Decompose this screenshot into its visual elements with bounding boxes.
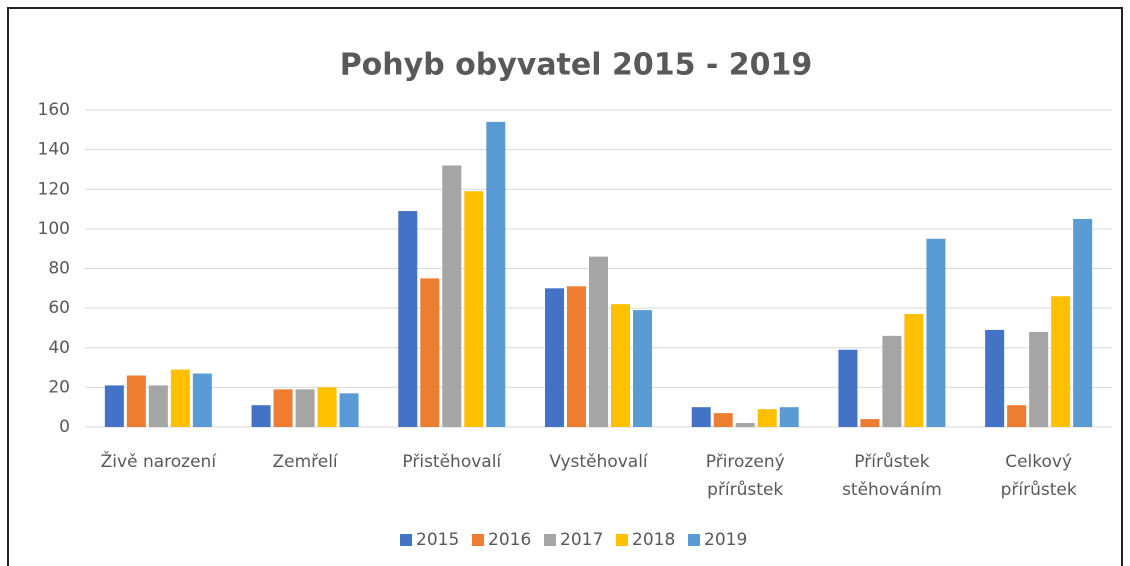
legend-label: 2019 <box>704 530 747 550</box>
bar <box>295 389 315 427</box>
bar <box>838 349 858 427</box>
legend-swatch <box>472 534 484 546</box>
y-tick-label: 120 <box>38 179 70 199</box>
legend-label: 2018 <box>632 530 675 550</box>
legend-swatch <box>616 534 628 546</box>
y-tick-label: 60 <box>48 298 70 318</box>
x-tick-label: Zemřelí <box>272 452 338 472</box>
bar <box>779 407 799 427</box>
bar <box>1029 331 1049 427</box>
y-tick-label: 100 <box>38 219 70 239</box>
bar <box>589 256 608 427</box>
y-tick-label: 20 <box>48 377 70 397</box>
bar <box>1073 218 1093 427</box>
bar <box>735 423 755 427</box>
y-tick-label: 0 <box>59 417 70 437</box>
bar <box>464 191 484 427</box>
x-tick-label: Přirozený přírůstek <box>706 452 785 500</box>
legend-swatch <box>400 534 412 546</box>
bar <box>1051 296 1071 427</box>
bar <box>339 393 359 427</box>
legend-swatch <box>544 534 556 546</box>
bar <box>420 278 440 427</box>
x-tick-label: Celkový přírůstek <box>1001 452 1077 500</box>
bar <box>1007 405 1027 427</box>
legend-label: 2015 <box>416 530 459 550</box>
bar <box>904 314 924 427</box>
chart-frame <box>7 7 1123 566</box>
chart-title: Pohyb obyvatel 2015 - 2019 <box>340 48 813 83</box>
bar <box>860 419 880 427</box>
bar <box>545 288 564 427</box>
bar <box>251 405 271 427</box>
x-tick-label: Živě narození <box>101 450 218 472</box>
bar <box>567 286 586 427</box>
legend-label: 2017 <box>560 530 603 550</box>
x-tick-label: Přírůstek stěhováním <box>842 452 942 500</box>
bar <box>273 389 293 427</box>
bar <box>691 407 711 427</box>
bar <box>611 304 630 427</box>
bar <box>170 369 190 427</box>
bar <box>442 165 462 427</box>
x-tick-label: Vystěhovalí <box>549 452 649 472</box>
bar <box>486 121 506 427</box>
bar <box>882 335 902 427</box>
bar <box>104 385 124 427</box>
bar <box>757 409 777 427</box>
bar <box>633 310 652 427</box>
y-tick-label: 160 <box>38 100 70 120</box>
bar <box>192 373 212 427</box>
bar <box>713 413 733 427</box>
bar <box>985 329 1005 427</box>
x-tick-label: Přistěhovalí <box>402 452 502 472</box>
bar <box>126 375 146 427</box>
bar <box>148 385 168 427</box>
bar <box>398 211 418 427</box>
y-tick-label: 140 <box>38 140 70 160</box>
legend-label: 2016 <box>488 530 531 550</box>
legend-swatch <box>688 534 700 546</box>
y-tick-label: 80 <box>48 259 70 279</box>
bar <box>926 238 946 427</box>
y-tick-label: 40 <box>48 338 70 358</box>
bar <box>317 387 337 427</box>
